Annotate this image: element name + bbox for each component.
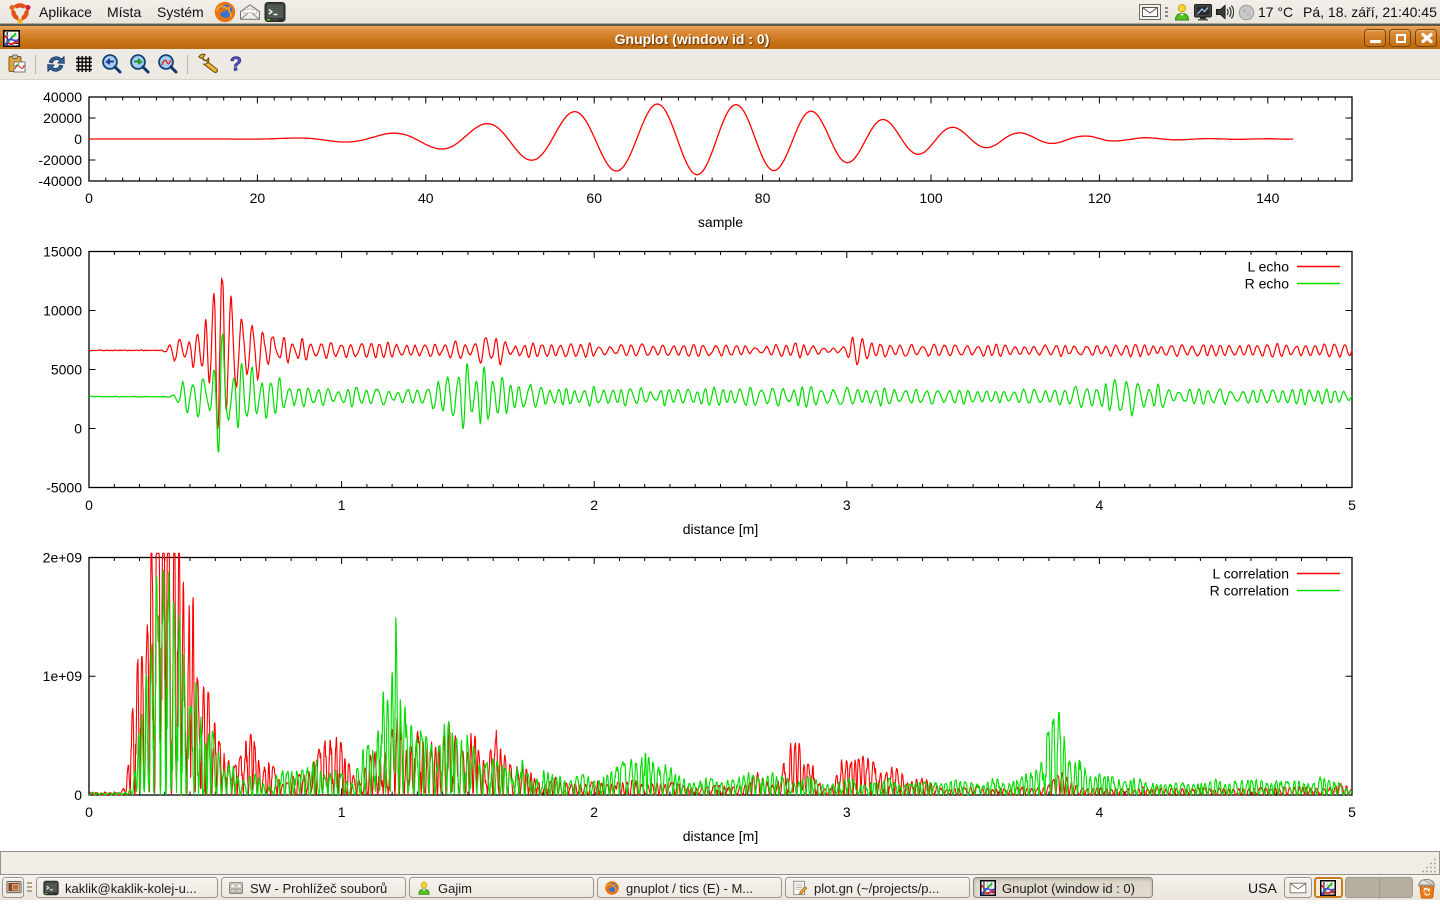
svg-text:-40000: -40000: [38, 173, 82, 189]
svg-text:1: 1: [338, 497, 346, 513]
svg-text:15000: 15000: [43, 244, 82, 260]
svg-text:distance [m]: distance [m]: [683, 521, 758, 537]
svg-text:0: 0: [74, 787, 82, 803]
svg-text:2e+09: 2e+09: [43, 550, 83, 566]
svg-text:40000: 40000: [43, 89, 82, 105]
svg-text:10000: 10000: [43, 303, 82, 319]
svg-text:80: 80: [755, 190, 771, 206]
svg-text:0: 0: [85, 497, 93, 513]
svg-text:-20000: -20000: [38, 152, 82, 168]
svg-text:0: 0: [74, 131, 82, 147]
svg-text:4: 4: [1096, 497, 1104, 513]
svg-text:?: ?: [230, 54, 242, 74]
svg-text:0: 0: [85, 804, 93, 820]
svg-text:20: 20: [250, 190, 266, 206]
svg-text:0: 0: [74, 421, 82, 437]
svg-text:4: 4: [1096, 804, 1104, 820]
svg-text:2: 2: [590, 497, 598, 513]
svg-text:140: 140: [1256, 190, 1280, 206]
svg-text:20000: 20000: [43, 110, 82, 126]
svg-text:5000: 5000: [51, 362, 82, 378]
svg-text:3: 3: [843, 804, 851, 820]
svg-text:100: 100: [919, 190, 943, 206]
svg-text:-5000: -5000: [46, 480, 82, 496]
svg-text:60: 60: [586, 190, 602, 206]
svg-text:1: 1: [338, 804, 346, 820]
svg-text:120: 120: [1088, 190, 1112, 206]
svg-text:5: 5: [1348, 497, 1356, 513]
svg-text:R echo: R echo: [1245, 276, 1290, 292]
svg-text:1e+09: 1e+09: [43, 668, 83, 684]
svg-text:L correlation: L correlation: [1212, 566, 1289, 582]
svg-text:distance [m]: distance [m]: [683, 828, 758, 844]
svg-text:R correlation: R correlation: [1210, 583, 1289, 599]
svg-text:5: 5: [1348, 804, 1356, 820]
svg-text:3: 3: [843, 497, 851, 513]
svg-text:2: 2: [590, 804, 598, 820]
svg-text:L echo: L echo: [1247, 259, 1289, 275]
svg-text:sample: sample: [698, 214, 743, 230]
svg-text:0: 0: [85, 190, 93, 206]
svg-text:40: 40: [418, 190, 434, 206]
